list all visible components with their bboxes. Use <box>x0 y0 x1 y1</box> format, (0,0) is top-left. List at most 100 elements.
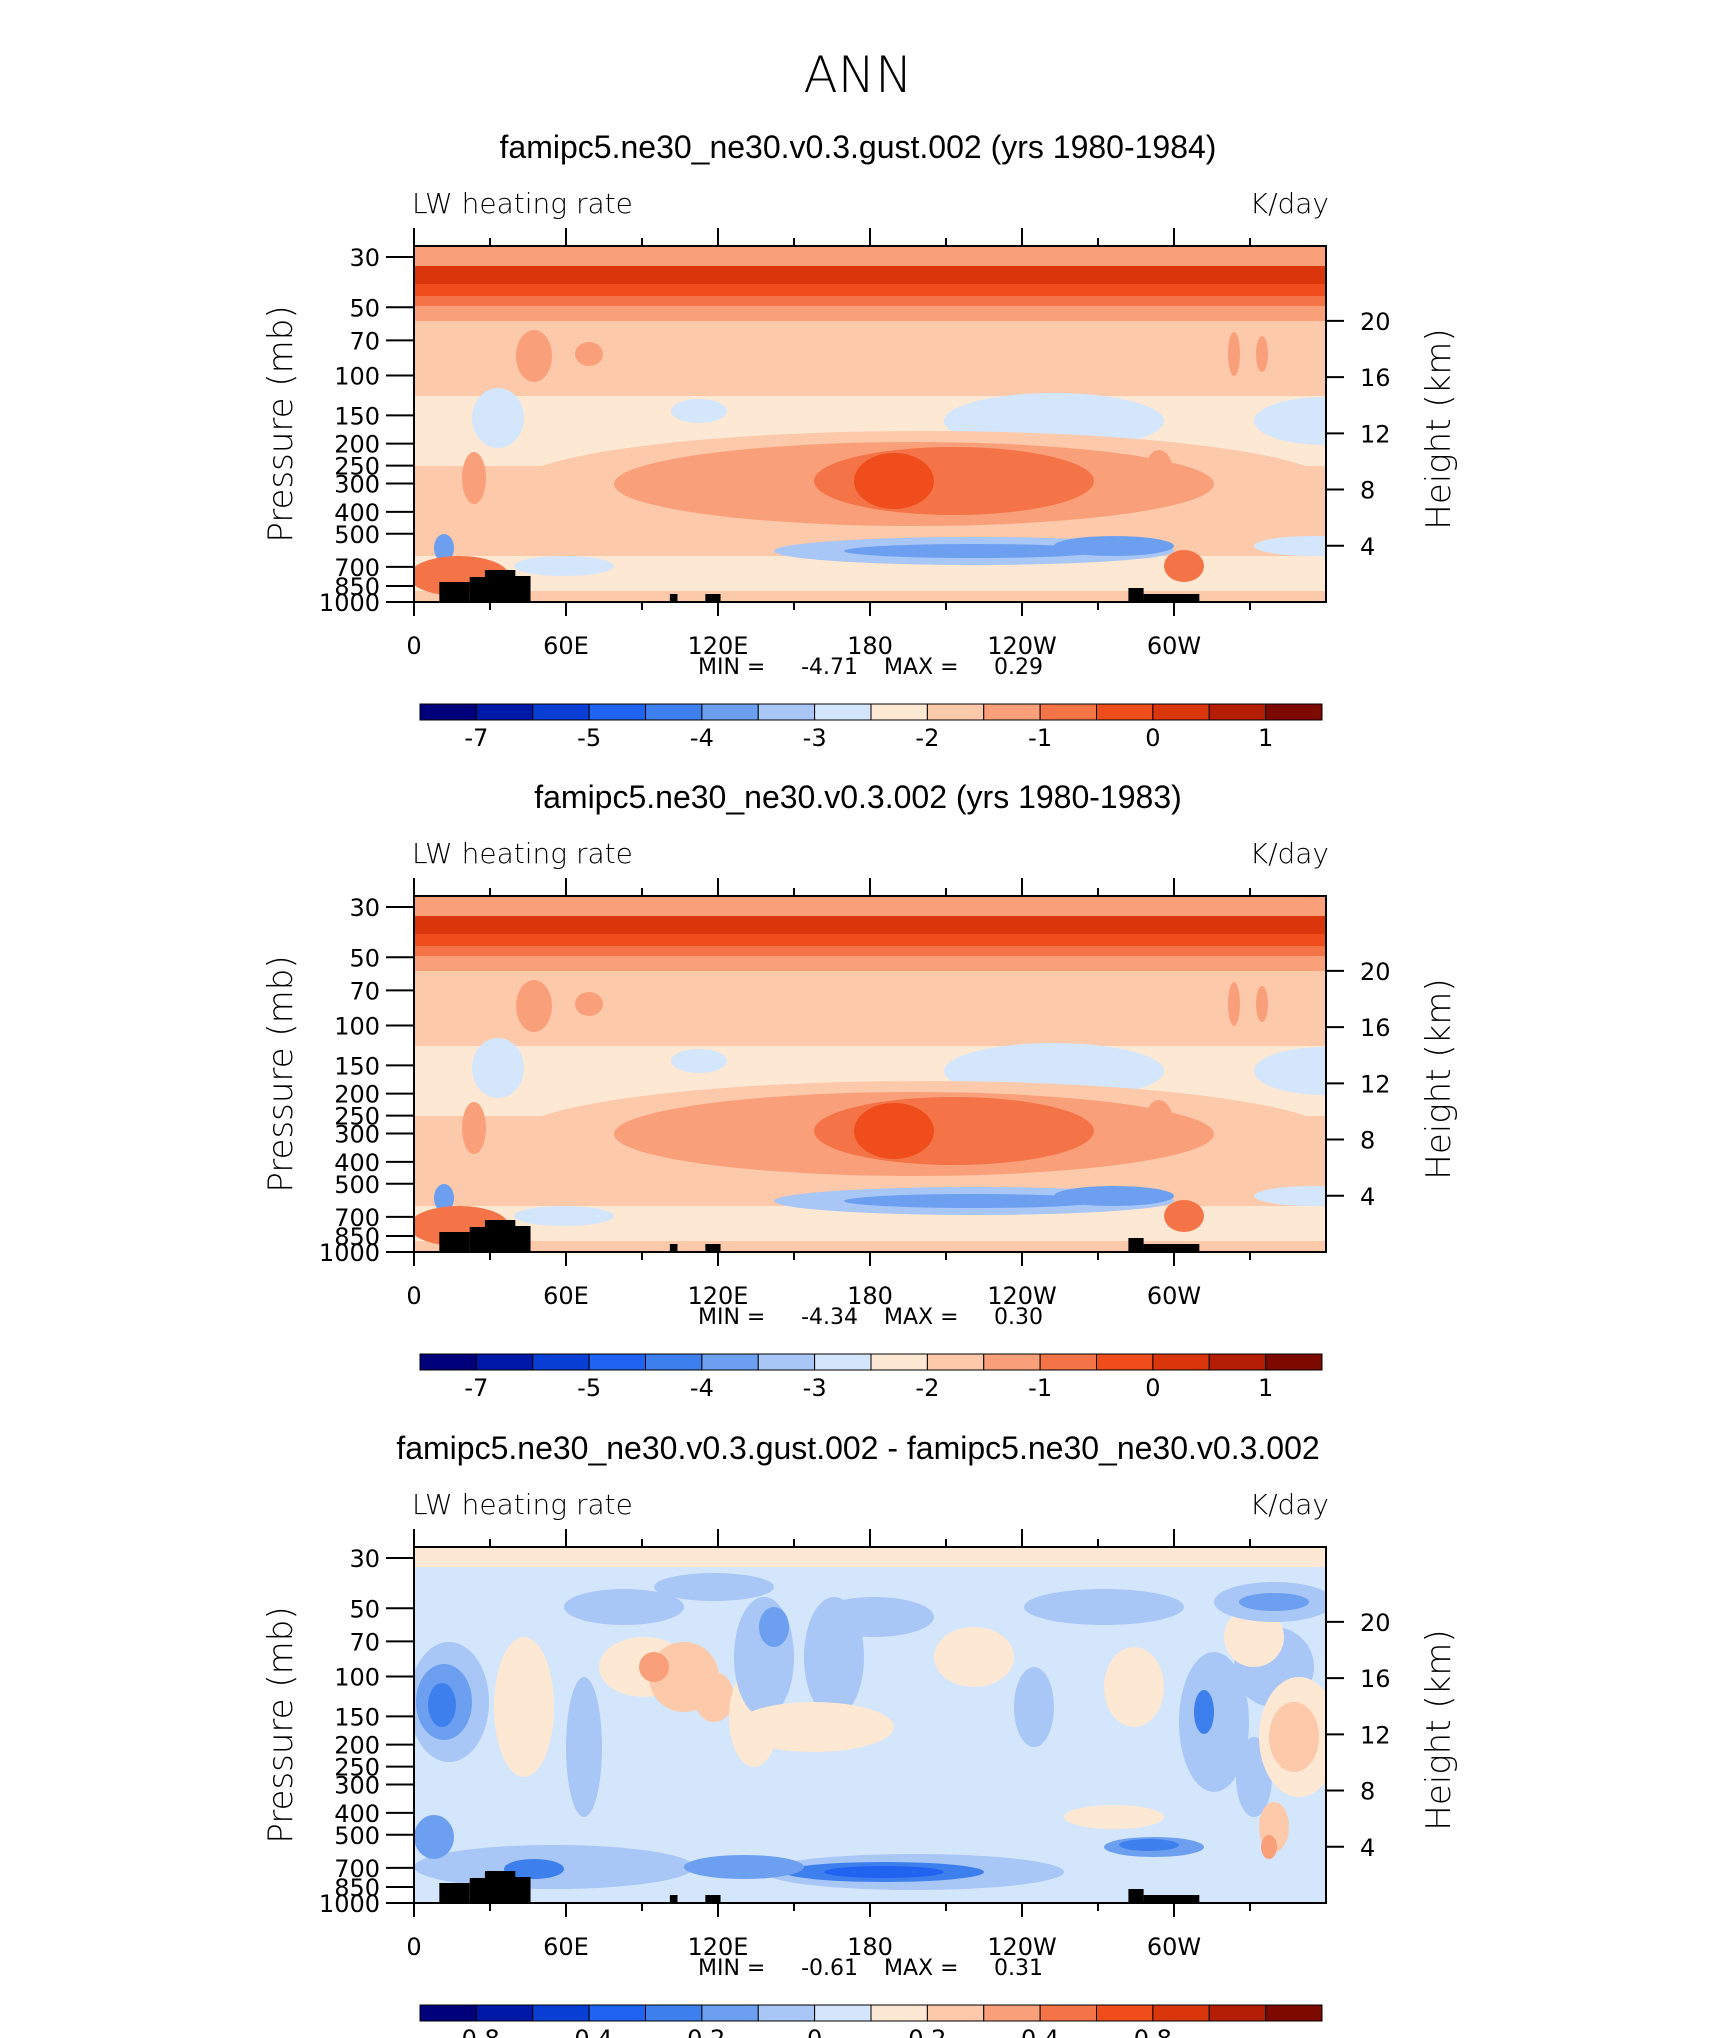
colorbar-box <box>1152 2004 1210 2022</box>
colorbar-box <box>757 703 816 721</box>
colorbar-label: 0 <box>807 2025 822 2038</box>
colorbar-label: -0.4 <box>566 2025 613 2038</box>
contour-region <box>514 1206 614 1226</box>
contour-region <box>1164 550 1204 582</box>
colorbar-box <box>1265 2004 1323 2022</box>
colorbar-label: 0 <box>1145 724 1160 752</box>
colorbar-box <box>645 1353 703 1371</box>
contour-region <box>1144 1100 1174 1152</box>
y-tick-label: 250 <box>334 1103 380 1131</box>
colorbar-box <box>701 2004 759 2022</box>
contour-band <box>414 306 1326 321</box>
y-tick-label: 500 <box>334 1171 380 1199</box>
contour-band <box>414 296 1326 306</box>
y-tick-label: 700 <box>334 1204 380 1232</box>
contour-region <box>414 1815 454 1859</box>
colorbar-box <box>1039 703 1097 721</box>
min-label: MIN = <box>698 1956 765 1981</box>
max-value: 0.29 <box>994 655 1043 680</box>
contour-region <box>516 980 552 1032</box>
height-tick-label: 12 <box>1360 1070 1391 1098</box>
contour-region <box>434 1184 454 1212</box>
contour-region <box>854 1103 934 1159</box>
min-value: -0.61 <box>801 1956 858 1981</box>
contour-region <box>1228 332 1240 376</box>
contour-region <box>1164 1200 1204 1232</box>
contour-region <box>1024 1589 1184 1625</box>
y-tick-label: 200 <box>334 1081 380 1109</box>
land-mask <box>1128 1889 1144 1903</box>
x-tick-label: 60E <box>543 1282 589 1310</box>
height-tick-label: 16 <box>1360 364 1391 392</box>
contour-region <box>824 1866 944 1878</box>
colorbar-box <box>1265 703 1323 721</box>
colorbar-label: -0.8 <box>453 2025 500 2038</box>
y-axis-title: Pressure (mb) <box>261 1606 301 1843</box>
colorbar-box <box>419 703 477 721</box>
contour-region <box>844 544 1104 558</box>
contour-region <box>516 330 552 382</box>
panel-1: famipc5.ne30_ne30.v0.3.gust.002 (yrs 198… <box>261 129 1459 752</box>
y-tick-label: 850 <box>334 1223 380 1251</box>
contour-region <box>1144 450 1174 502</box>
colorbar-label: 0.2 <box>908 2025 946 2038</box>
y2-axis-title: Height (km) <box>1419 1629 1459 1830</box>
land-mask <box>510 1877 531 1903</box>
contour-region <box>1239 1593 1309 1611</box>
y-tick-label: 30 <box>349 1545 380 1573</box>
y-tick-label: 700 <box>334 554 380 582</box>
left-label: LW heating rate <box>412 1488 633 1521</box>
land-mask <box>669 1244 678 1252</box>
contour-region <box>1256 986 1268 1022</box>
y-tick-label: 30 <box>349 894 380 922</box>
contour-region <box>575 992 603 1016</box>
panel-title: famipc5.ne30_ne30.v0.3.gust.002 - famipc… <box>396 1430 1319 1466</box>
contour-band <box>414 896 1326 916</box>
panel-2: famipc5.ne30_ne30.v0.3.002 (yrs 1980-198… <box>261 779 1459 1402</box>
colorbar-box <box>419 1353 477 1371</box>
colorbar-box <box>1208 703 1267 721</box>
colorbar-label: -4 <box>690 724 714 752</box>
max-value: 0.31 <box>994 1956 1043 1981</box>
x-tick-label: 60E <box>543 632 589 660</box>
colorbar-box <box>814 1353 872 1371</box>
colorbar-box <box>588 1353 646 1371</box>
contour-region <box>1054 536 1174 556</box>
colorbar-box <box>1265 1353 1323 1371</box>
height-tick-label: 20 <box>1360 308 1391 336</box>
colorbar-box <box>983 1353 1041 1371</box>
contour-region <box>462 452 486 504</box>
colorbar-label: -4 <box>690 1374 714 1402</box>
x-tick-label: 120E <box>688 1282 749 1310</box>
contour-band <box>414 1241 1326 1252</box>
contour-region <box>694 1672 734 1722</box>
land-mask <box>705 594 721 602</box>
y-tick-label: 1000 <box>319 1890 380 1918</box>
contour-band <box>414 971 1326 1046</box>
max-value: 0.30 <box>994 1305 1043 1330</box>
colorbar-box <box>645 703 703 721</box>
max-label: MAX = <box>884 1305 959 1330</box>
contour-region <box>1256 336 1268 372</box>
colorbar-box <box>757 1353 816 1371</box>
min-value: -4.71 <box>801 655 858 680</box>
contour-region <box>844 1194 1104 1208</box>
height-tick-label: 16 <box>1360 1665 1391 1693</box>
contour-region <box>575 342 603 366</box>
height-tick-label: 4 <box>1360 1834 1375 1862</box>
contour-band <box>414 284 1326 296</box>
colorbar-box <box>983 703 1041 721</box>
y-tick-label: 150 <box>334 1052 380 1080</box>
height-tick-label: 12 <box>1360 420 1391 448</box>
contour-region <box>1179 1652 1249 1792</box>
colorbar-label: -1 <box>1028 724 1052 752</box>
panel-title: famipc5.ne30_ne30.v0.3.gust.002 (yrs 198… <box>500 129 1217 165</box>
contour-region <box>1119 1839 1179 1851</box>
colorbar-box <box>475 2004 534 2022</box>
x-tick-label: 120W <box>987 1282 1057 1310</box>
contour-region <box>428 1683 456 1727</box>
colorbar-label: -0.2 <box>678 2025 725 2038</box>
panels: famipc5.ne30_ne30.v0.3.gust.002 (yrs 198… <box>261 129 1459 2038</box>
contour-region <box>671 399 727 423</box>
